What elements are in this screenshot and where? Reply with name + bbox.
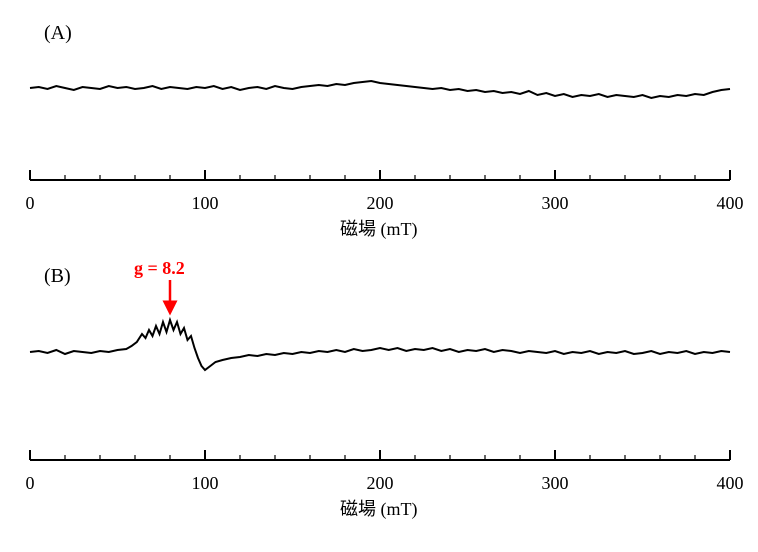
tick-label: 400 — [710, 473, 750, 494]
panel-b-xlabel: 磁場 (mT) — [340, 495, 417, 521]
tick-label: 0 — [10, 473, 50, 494]
tick-label: 300 — [535, 193, 575, 214]
tick-label: 300 — [535, 473, 575, 494]
tick-label: 200 — [360, 473, 400, 494]
tick-label: 100 — [185, 193, 225, 214]
tick-label: 0 — [10, 193, 50, 214]
tick-label: 100 — [185, 473, 225, 494]
spectrum-trace — [30, 320, 730, 370]
figure-container: (A) 磁場 (mT) (B) g = 8.2 磁場 (mT) 01002003… — [0, 0, 758, 552]
spectrum-trace — [30, 81, 730, 98]
tick-label: 200 — [360, 193, 400, 214]
tick-label: 400 — [710, 193, 750, 214]
panel-a-xlabel: 磁場 (mT) — [340, 215, 417, 241]
